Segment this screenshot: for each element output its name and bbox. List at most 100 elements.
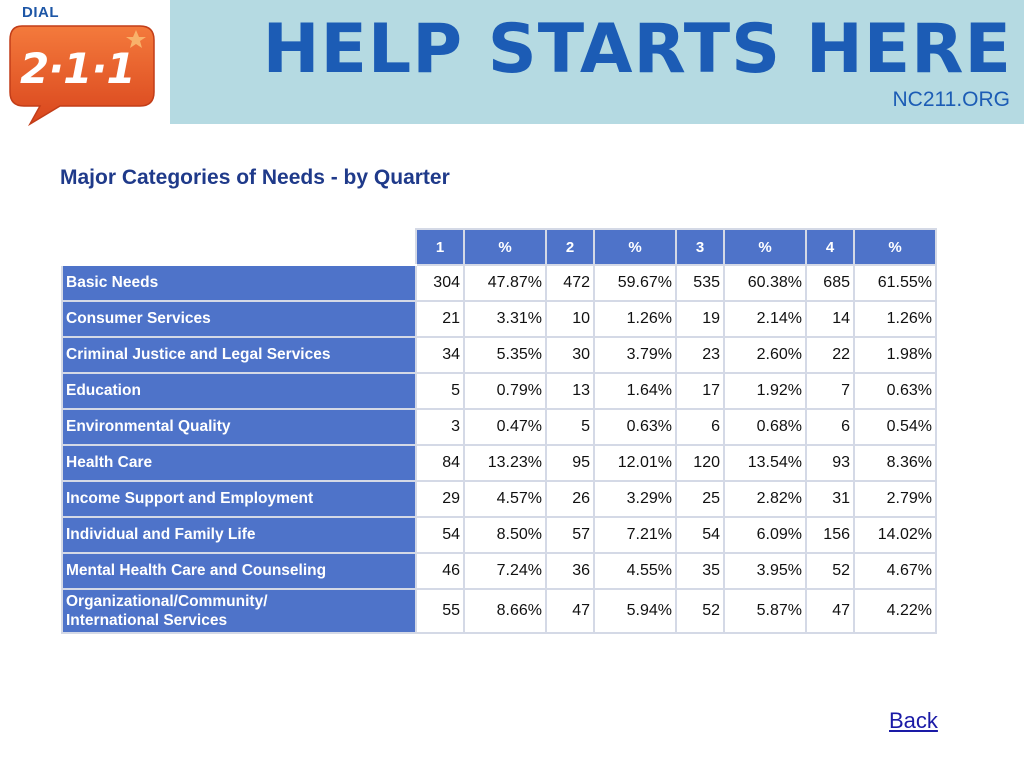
table-cell: 2.14%: [723, 300, 807, 338]
table-cell: 156: [805, 516, 855, 554]
row-label: Individual and Family Life: [61, 516, 417, 554]
logo-number-text: 2·1·1: [20, 44, 136, 93]
table-cell: 13: [545, 372, 595, 410]
table-cell: 21: [415, 300, 465, 338]
table-cell: 14: [805, 300, 855, 338]
table-cell: 57: [545, 516, 595, 554]
table-cell: 95: [545, 444, 595, 482]
table-cell: 1.26%: [593, 300, 677, 338]
row-label: Organizational/Community/International S…: [61, 588, 417, 634]
table-cell: 3.79%: [593, 336, 677, 374]
column-header: %: [463, 228, 547, 266]
table-cell: 8.50%: [463, 516, 547, 554]
table-cell: 30: [545, 336, 595, 374]
table-cell: 6.09%: [723, 516, 807, 554]
table-cell: 19: [675, 300, 725, 338]
table-cell: 59.67%: [593, 264, 677, 302]
table-cell: 52: [805, 552, 855, 590]
table-cell: 7: [805, 372, 855, 410]
table-row: Health Care 84 13.23% 95 12.01% 120 13.54% 93 8.…: [61, 444, 937, 482]
table-cell: 304: [415, 264, 465, 302]
table-cell: 46: [415, 552, 465, 590]
table-cell: 55: [415, 588, 465, 634]
table-row: Mental Health Care and Counseling 46 7.24%…: [61, 552, 937, 590]
table-cell: 47: [545, 588, 595, 634]
table-cell: 0.63%: [853, 372, 937, 410]
table-cell: 84: [415, 444, 465, 482]
table-cell: 36: [545, 552, 595, 590]
table-cell: 0.79%: [463, 372, 547, 410]
table-cell: 25: [675, 480, 725, 518]
row-label: Health Care: [61, 444, 417, 482]
table-cell: 5: [415, 372, 465, 410]
column-header: %: [853, 228, 937, 266]
column-header: 3: [675, 228, 725, 266]
row-label: Mental Health Care and Counseling: [61, 552, 417, 590]
table-cell: 13.23%: [463, 444, 547, 482]
table-cell: 0.63%: [593, 408, 677, 446]
table-cell: 14.02%: [853, 516, 937, 554]
column-header: %: [723, 228, 807, 266]
table-cell: 47.87%: [463, 264, 547, 302]
table-row: Individual and Family Life 54 8.50% 57 7.21%…: [61, 516, 937, 554]
table-corner-cell: [61, 228, 417, 266]
banner-title: HELP STARTS HERE: [262, 10, 1012, 89]
row-label: Consumer Services: [61, 300, 417, 338]
table-cell: 8.36%: [853, 444, 937, 482]
row-label: Environmental Quality: [61, 408, 417, 446]
table-cell: 6: [675, 408, 725, 446]
row-label: Basic Needs: [61, 264, 417, 302]
table-cell: 35: [675, 552, 725, 590]
table-cell: 22: [805, 336, 855, 374]
table-cell: 61.55%: [853, 264, 937, 302]
table-cell: 2.60%: [723, 336, 807, 374]
row-label: Education: [61, 372, 417, 410]
table-cell: 0.47%: [463, 408, 547, 446]
table-cell: 0.54%: [853, 408, 937, 446]
page-title: Major Categories of Needs - by Quarter: [60, 166, 450, 189]
header-banner: HELP STARTS HERE NC211.ORG: [170, 0, 1024, 124]
column-header: 2: [545, 228, 595, 266]
table-cell: 13.54%: [723, 444, 807, 482]
table-cell: 7.21%: [593, 516, 677, 554]
back-link[interactable]: Back: [889, 708, 938, 733]
table-row: Consumer Services 21 3.31% 10 1.26% 19 2.14% 14…: [61, 300, 937, 338]
table-row: Education 5 0.79% 13 1.64% 17 1.92% 7 0.63%: [61, 372, 937, 410]
table-cell: 3.29%: [593, 480, 677, 518]
dial-211-logo: DIAL 2·1·1: [0, 0, 170, 128]
table-cell: 54: [675, 516, 725, 554]
table-cell: 1.98%: [853, 336, 937, 374]
table-cell: 535: [675, 264, 725, 302]
table-body: Basic Needs 304 47.87% 472 59.67% 535 60.38% 68…: [61, 264, 937, 634]
table-cell: 7.24%: [463, 552, 547, 590]
table-cell: 31: [805, 480, 855, 518]
table-row: Basic Needs 304 47.87% 472 59.67% 535 60.38% 68…: [61, 264, 937, 302]
table-cell: 4.67%: [853, 552, 937, 590]
table-row: Organizational/Community/International S…: [61, 588, 937, 634]
table-cell: 17: [675, 372, 725, 410]
table-cell: 8.66%: [463, 588, 547, 634]
table-cell: 93: [805, 444, 855, 482]
needs-by-quarter-table: 1% 2% 3% 4% Basic Needs 304 47.87% 472 59.67% 53…: [61, 228, 937, 634]
table-cell: 52: [675, 588, 725, 634]
table-cell: 0.68%: [723, 408, 807, 446]
table-cell: 3.31%: [463, 300, 547, 338]
table-cell: 2.82%: [723, 480, 807, 518]
logo-dial-text: DIAL: [22, 4, 59, 21]
table-header-row: 1% 2% 3% 4%: [61, 228, 937, 266]
table-cell: 12.01%: [593, 444, 677, 482]
table-cell: 26: [545, 480, 595, 518]
table-cell: 23: [675, 336, 725, 374]
table-row: Criminal Justice and Legal Services 34 5.3…: [61, 336, 937, 374]
table-cell: 47: [805, 588, 855, 634]
column-header: 1: [415, 228, 465, 266]
table-cell: 10: [545, 300, 595, 338]
table-cell: 5.87%: [723, 588, 807, 634]
column-header: %: [593, 228, 677, 266]
row-label-line: International Services: [66, 612, 228, 629]
table-cell: 5.35%: [463, 336, 547, 374]
table-row: Environmental Quality 3 0.47% 5 0.63% 6 0.68% 6…: [61, 408, 937, 446]
table-row: Income Support and Employment 29 4.57% 26 3.…: [61, 480, 937, 518]
table-cell: 54: [415, 516, 465, 554]
table-cell: 4.57%: [463, 480, 547, 518]
